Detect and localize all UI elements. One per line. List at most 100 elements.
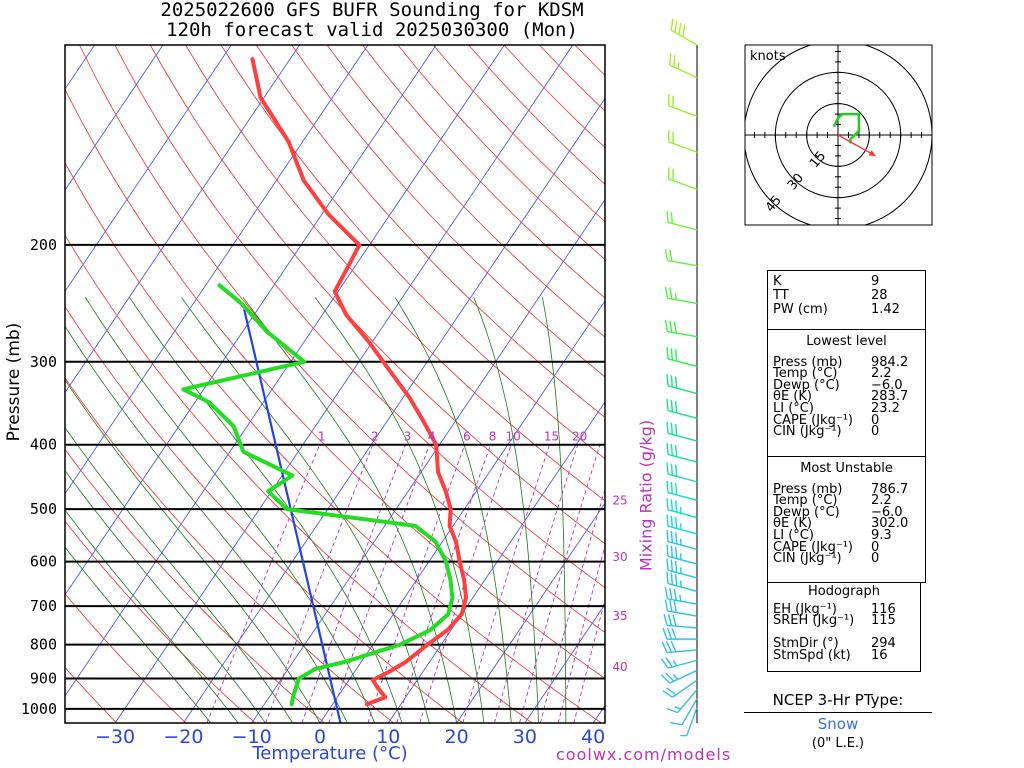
wind-barb-half-feather bbox=[672, 660, 678, 667]
wind-barb-feather bbox=[666, 558, 669, 571]
wind-barb-staff bbox=[667, 649, 698, 654]
dry-adiabat bbox=[291, 45, 605, 378]
most-unstable-value: 0 bbox=[871, 539, 880, 555]
index-value: 1.42 bbox=[871, 302, 900, 317]
isotherm bbox=[114, 45, 574, 723]
temperature-tick-label: 30 bbox=[513, 726, 537, 748]
wind-barb bbox=[666, 480, 698, 501]
wind-barb-feather bbox=[675, 376, 678, 389]
dry-adiabat bbox=[220, 45, 605, 460]
mixing-ratio-line bbox=[557, 544, 605, 723]
indices-panel: K 9 TT 28 PW (cm) 1.42 bbox=[767, 270, 926, 330]
mixing-ratio-line bbox=[265, 444, 374, 723]
wind-barb-feather bbox=[666, 398, 669, 411]
lowest-level-label: CIN (Jkg⁻¹) bbox=[773, 424, 842, 440]
mixing-ratio-top-label: 20 bbox=[572, 430, 587, 444]
hodograph-stat-label: SREH (Jkg⁻¹) bbox=[773, 613, 855, 629]
wind-barb-feather bbox=[666, 544, 669, 557]
temperature-tick-label: −10 bbox=[232, 726, 272, 748]
wind-barb bbox=[664, 599, 698, 617]
hodograph-stat-value: 294 bbox=[871, 636, 896, 652]
wind-barb-staff bbox=[667, 297, 698, 305]
dry-adiabat bbox=[432, 45, 605, 223]
wind-barb-feather bbox=[666, 480, 669, 493]
wind-barb bbox=[664, 248, 698, 267]
wind-barb-feather bbox=[667, 614, 673, 626]
most-unstable-row: Press (mb) 786.7 bbox=[773, 481, 925, 497]
most-unstable-label: Press (mb) bbox=[773, 481, 843, 497]
pressure-tick-label: 300 bbox=[30, 353, 57, 371]
wind-barb-feather bbox=[666, 210, 669, 223]
wind-barb-staff bbox=[677, 689, 698, 713]
wind-barb-staff bbox=[667, 569, 698, 579]
wind-barb-staff bbox=[667, 659, 698, 669]
lowest-level-row: Dewp (°C) −6.0 bbox=[773, 379, 925, 392]
lowest-level-row: LI (°C) 23.2 bbox=[773, 400, 925, 416]
wind-barb-feather bbox=[666, 514, 669, 527]
wind-barb-staff bbox=[667, 540, 698, 551]
wind-barb-feather bbox=[666, 442, 669, 455]
lowest-level-value: 23.2 bbox=[871, 400, 900, 416]
moist-adiabats bbox=[65, 297, 567, 723]
lowest-level-label: Temp (°C) bbox=[773, 366, 838, 382]
mixing-ratio-top-label: 15 bbox=[544, 430, 559, 444]
isotherm bbox=[65, 45, 505, 697]
wind-barb-staff bbox=[667, 555, 698, 565]
wind-barb-feather bbox=[670, 18, 674, 31]
hodograph-stat-value: 116 bbox=[871, 601, 896, 617]
wind-barb-feather bbox=[669, 320, 673, 333]
moist-adiabat bbox=[314, 297, 485, 723]
mixing-ratio-axis-label: Mixing Ratio (g/kg) bbox=[636, 419, 656, 572]
reference-line bbox=[243, 308, 342, 723]
wind-barb-feather bbox=[670, 572, 674, 585]
lowest-level-label: θE (K) bbox=[773, 389, 812, 405]
wind-barb-staff bbox=[667, 330, 698, 338]
wind-barb bbox=[663, 613, 698, 629]
footer-credit[interactable]: coolwx.com/models bbox=[556, 745, 732, 764]
index-label: TT bbox=[773, 288, 789, 303]
wind-barb bbox=[668, 130, 698, 153]
hodograph-ring-label: 45 bbox=[763, 193, 785, 215]
wind-barb-feather bbox=[666, 571, 669, 584]
isotherm bbox=[65, 45, 232, 293]
wind-barb-staff bbox=[667, 409, 698, 420]
most-unstable-row: LI (°C) 9.3 bbox=[773, 527, 925, 543]
dewpoint-line bbox=[181, 283, 455, 707]
most-unstable-label: LI (°C) bbox=[773, 527, 814, 543]
wind-barb-feather bbox=[665, 656, 673, 668]
wind-barb-feather bbox=[675, 445, 678, 457]
pressure-tick-label: 1000 bbox=[21, 700, 57, 718]
wind-barb-feather bbox=[670, 422, 674, 435]
hodograph-stats-panel: Hodograph EH (Jkg⁻¹) 116 SREH (Jkg⁻¹) 115 St… bbox=[767, 582, 921, 672]
dry-adiabat bbox=[503, 45, 605, 149]
mixing-ratio-top-label: 4 bbox=[428, 430, 436, 444]
ptype-header: NCEP 3-Hr PType: bbox=[744, 690, 932, 713]
temperature-tick-label: −20 bbox=[163, 726, 203, 748]
wind-barb-feather bbox=[670, 545, 674, 558]
moist-adiabat bbox=[242, 297, 457, 723]
isotherm bbox=[65, 45, 369, 495]
ptype-value: Snow bbox=[817, 715, 859, 733]
pressure-tick-label: 200 bbox=[30, 236, 57, 254]
wind-barb-feather bbox=[682, 25, 686, 37]
isotherm bbox=[524, 603, 605, 723]
isotherm bbox=[183, 97, 605, 723]
pressure-tick-label: 700 bbox=[30, 597, 57, 615]
wind-barb-half-feather bbox=[677, 62, 680, 69]
dry-adiabat bbox=[65, 161, 602, 723]
title-line-2: 120h forecast valid 2025030300 (Mon) bbox=[166, 19, 578, 41]
isobars bbox=[65, 243, 605, 710]
mixing-ratio-line bbox=[206, 444, 321, 723]
dry-adiabat bbox=[326, 45, 605, 338]
wind-barb-feather bbox=[669, 600, 673, 612]
wind-barb-half-feather bbox=[679, 594, 682, 602]
dewpoint-profile bbox=[181, 283, 455, 707]
moist-adiabat bbox=[65, 546, 212, 723]
wind-barb-feather bbox=[670, 640, 677, 653]
wind-barb-feather bbox=[671, 627, 677, 640]
lowest-level-value: 283.7 bbox=[871, 389, 909, 405]
title-line-1: 2025022600 GFS BUFR Sounding for KDSM bbox=[160, 0, 584, 21]
